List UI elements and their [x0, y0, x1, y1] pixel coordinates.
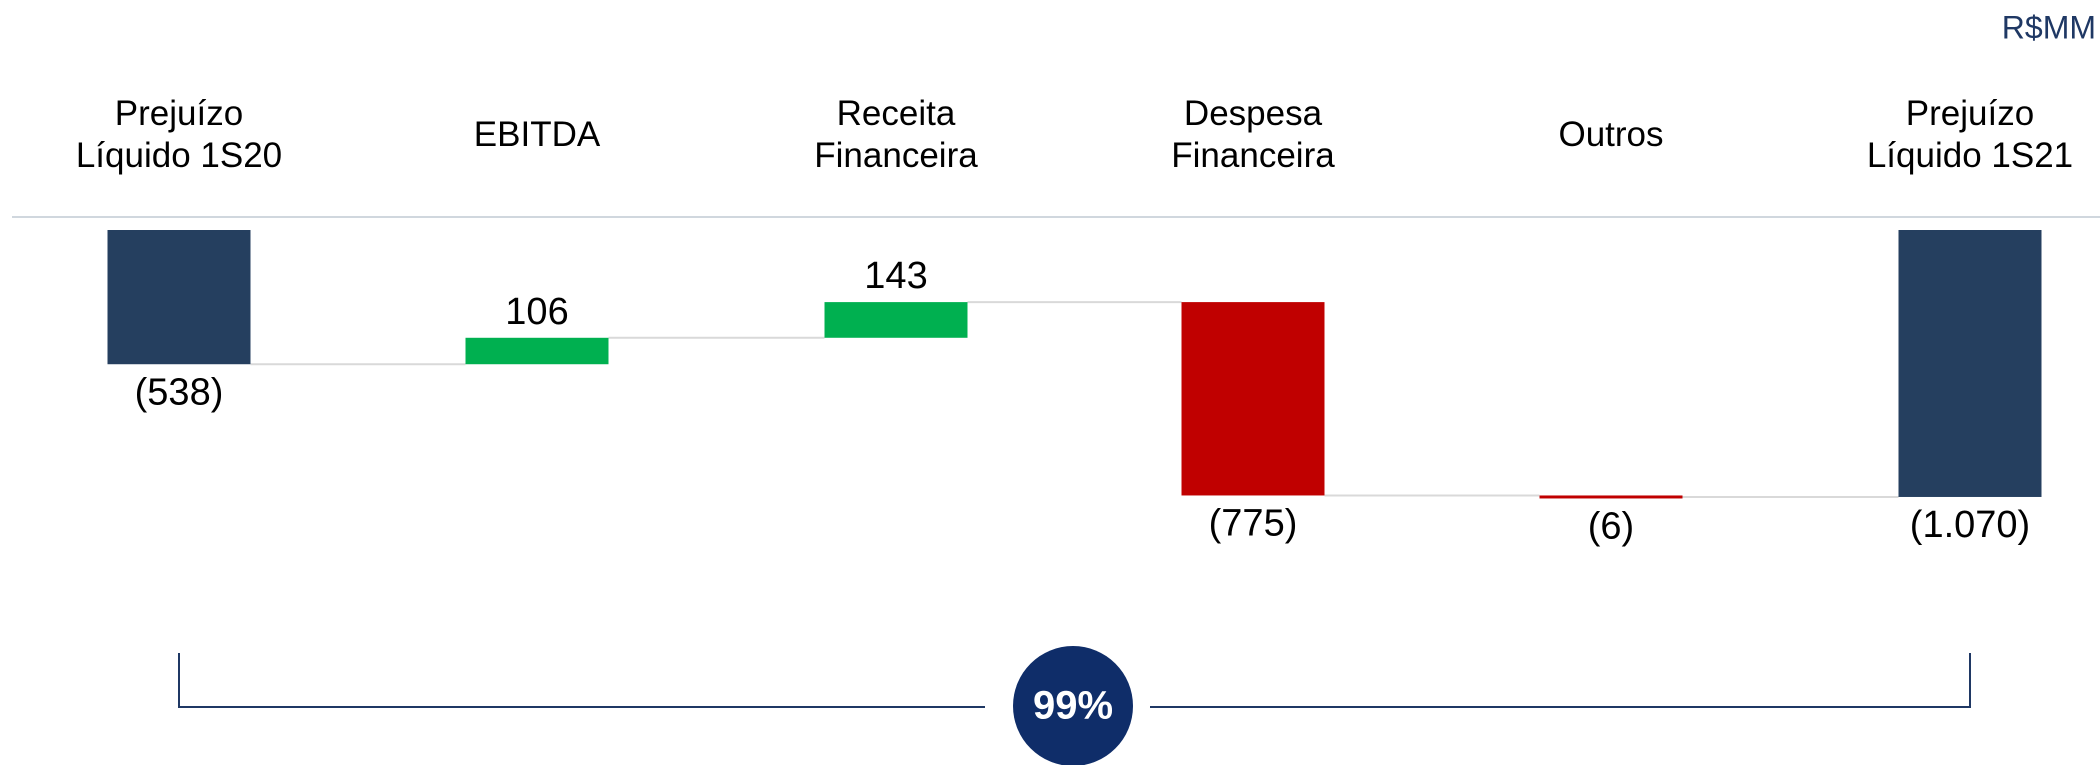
category-label: EBITDA	[473, 115, 601, 154]
value-label: (6)	[1588, 505, 1634, 547]
bar	[824, 302, 968, 338]
category-label: Outros	[1558, 115, 1664, 154]
bracket-right	[1150, 653, 1971, 708]
category-label: Despesa Financeira	[1171, 94, 1335, 175]
category-label: Receita Financeira	[814, 94, 978, 175]
value-label: (538)	[135, 371, 224, 413]
bar	[1181, 302, 1325, 496]
value-label: (1.070)	[1910, 504, 2030, 546]
bar	[465, 337, 609, 365]
annotation-circle	[1013, 646, 1133, 765]
unit-label: R$MM	[2002, 9, 2096, 45]
bar	[1539, 495, 1683, 499]
value-label: 143	[864, 255, 927, 297]
annotation: 99%	[1033, 684, 1113, 728]
category-label: Prejuízo Líquido 1S20	[75, 94, 283, 175]
value-label: 106	[505, 291, 568, 333]
bar	[107, 230, 251, 365]
bracket-left	[178, 653, 985, 708]
category-label: Prejuízo Líquido 1S21	[1866, 94, 2074, 175]
value-label: (775)	[1209, 502, 1298, 544]
bar	[1898, 230, 2042, 497]
